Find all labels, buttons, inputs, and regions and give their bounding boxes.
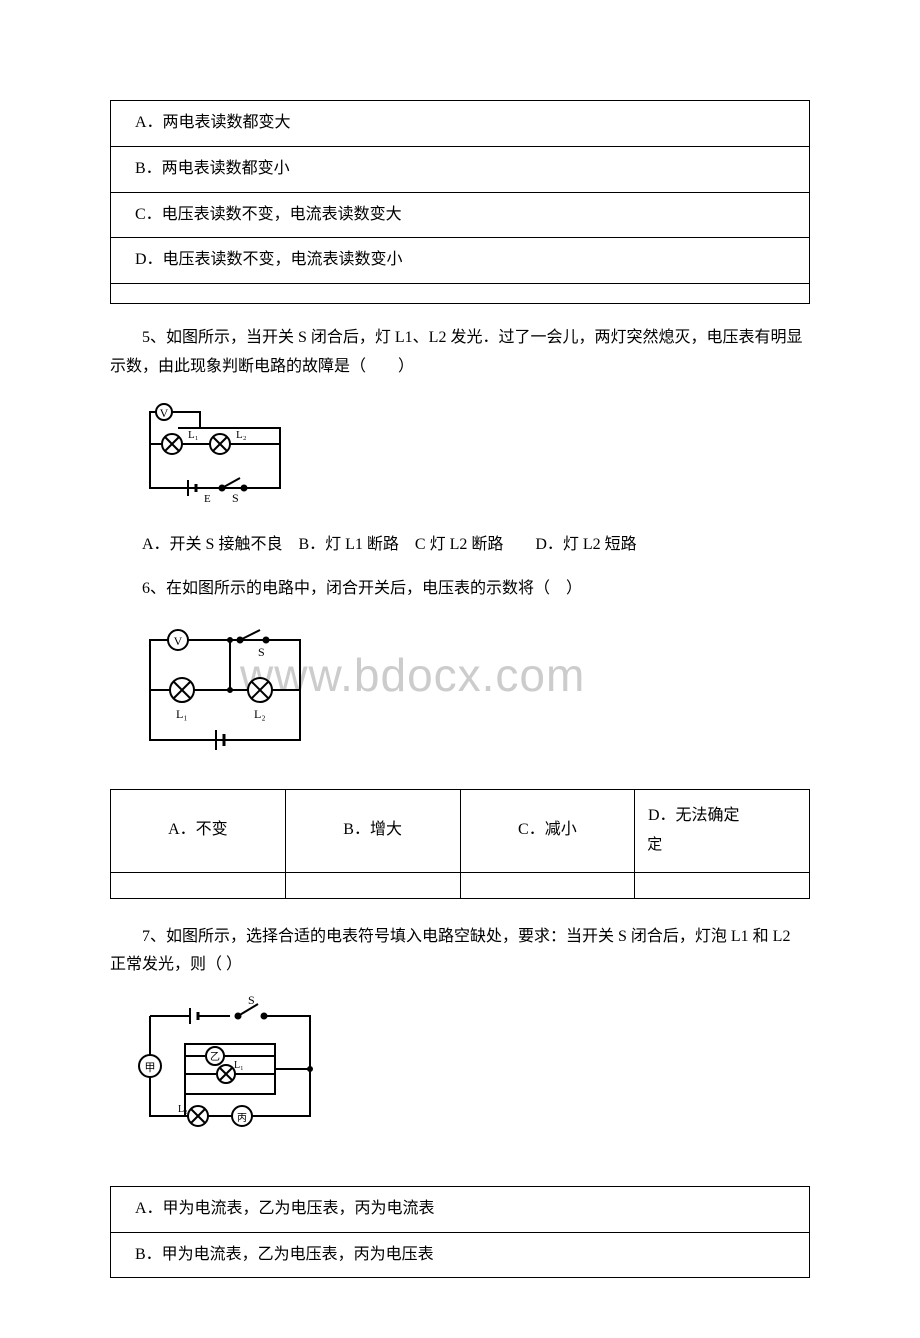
svg-text:L₂: L₂ (178, 1104, 188, 1115)
svg-text:L₂: L₂ (236, 429, 247, 441)
q4-option-c: C．电压表读数不变，电流表读数变大 (111, 192, 810, 238)
svg-text:V: V (174, 634, 183, 648)
q7-option-b: B．甲为电流表，乙为电压表，丙为电压表 (111, 1232, 810, 1278)
q5-circuit-diagram: V L₁ L₂ E S (130, 398, 810, 519)
q6-options-table: A．不变 B．增大 C．减小 D．无法确定定 (110, 789, 810, 899)
q6-option-b: B．增大 (285, 789, 460, 872)
svg-text:L₁: L₁ (234, 1060, 244, 1071)
svg-text:L₁: L₁ (188, 429, 199, 441)
svg-text:丙: 丙 (237, 1113, 247, 1124)
q4-option-b: B．两电表读数都变小 (111, 146, 810, 192)
svg-text:L₂: L₂ (254, 707, 266, 721)
svg-text:S: S (258, 645, 265, 659)
q7-option-a: A．甲为电流表，乙为电压表，丙为电流表 (111, 1186, 810, 1232)
q4-option-d: D．电压表读数不变，电流表读数变小 (111, 238, 810, 284)
q5-text: 5、如图所示，当开关 S 闭合后，灯 L1、L2 发光．过了一会儿，两灯突然熄灭… (110, 324, 810, 382)
q6-option-a: A．不变 (111, 789, 286, 872)
svg-text:S: S (248, 996, 255, 1007)
q4-options-table: A．两电表读数都变大 B．两电表读数都变小 C．电压表读数不变，电流表读数变大 … (110, 100, 810, 304)
q5-options: A．开关 S 接触不良 B．灯 L1 断路 C 灯 L2 断路 D．灯 L2 短… (110, 531, 810, 560)
q7-options-table: A．甲为电流表，乙为电压表，丙为电流表 B．甲为电流表，乙为电压表，丙为电压表 (110, 1186, 810, 1279)
q7-circuit-diagram: S 甲 乙 L₁ L₂ 丙 (130, 996, 810, 1147)
svg-text:E: E (204, 493, 211, 505)
q6-option-d: D．无法确定定 (635, 789, 810, 872)
q4-option-a: A．两电表读数都变大 (111, 101, 810, 147)
svg-text:乙: 乙 (210, 1051, 220, 1063)
q4-empty-row (111, 284, 810, 304)
svg-text:L₁: L₁ (176, 707, 188, 721)
q6-circuit-diagram: V S L₁ L₂ (130, 620, 810, 771)
svg-text:S: S (232, 491, 239, 505)
q6-option-c: C．减小 (460, 789, 635, 872)
q6-text: 6、在如图所示的电路中，闭合开关后，电压表的示数将（ ） (110, 575, 810, 604)
svg-text:V: V (160, 406, 169, 420)
svg-text:甲: 甲 (145, 1062, 156, 1074)
q7-text: 7、如图所示，选择合适的电表符号填入电路空缺处，要求：当开关 S 闭合后，灯泡 … (110, 923, 810, 981)
